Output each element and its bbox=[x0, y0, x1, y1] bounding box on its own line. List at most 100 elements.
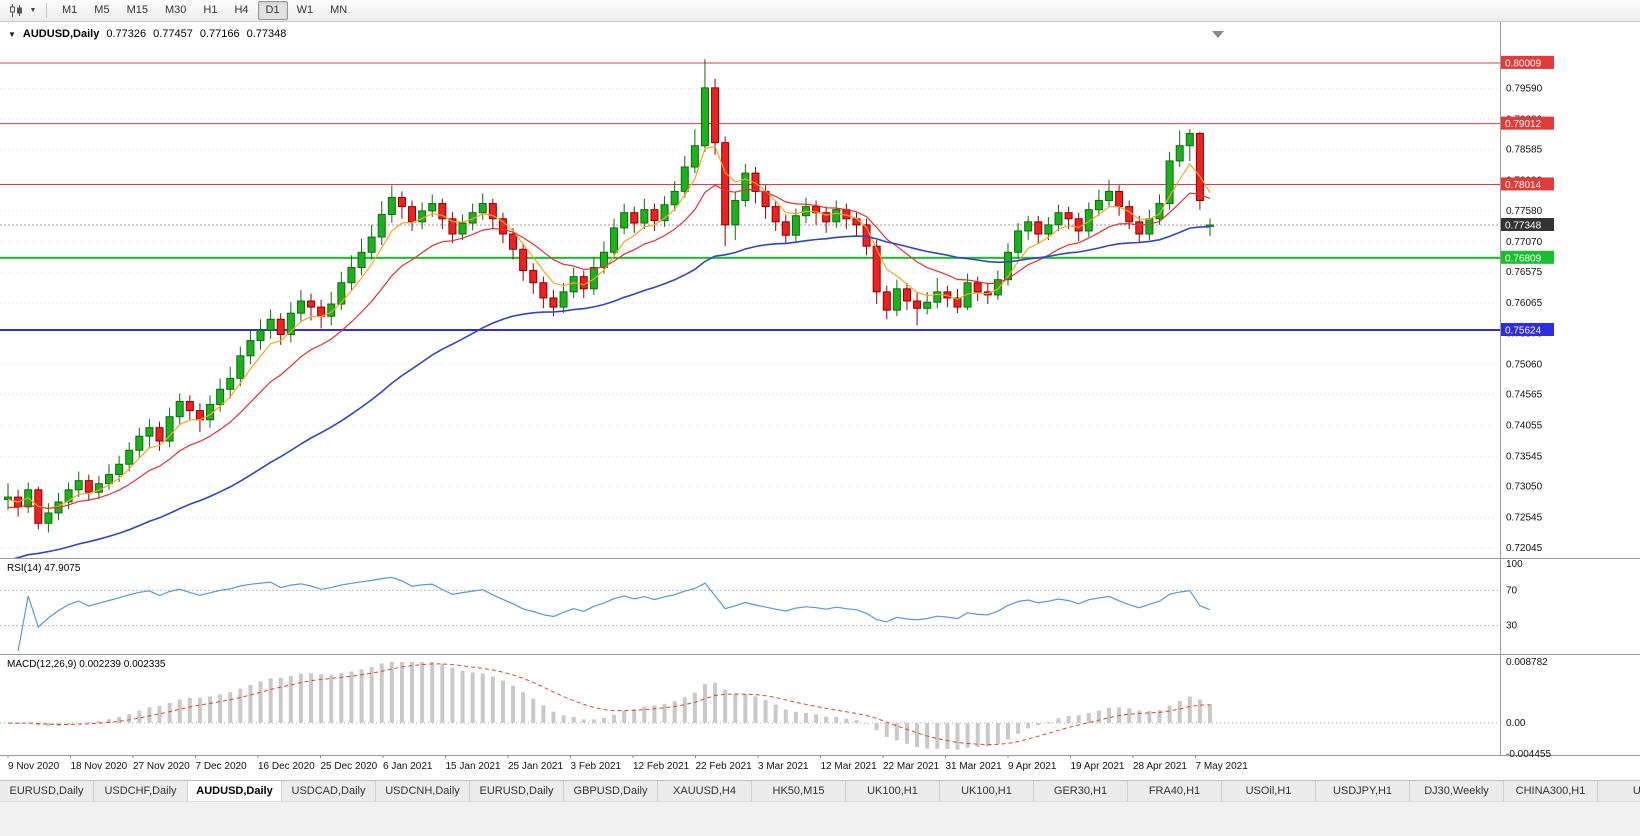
svg-text:31 Mar 2021: 31 Mar 2021 bbox=[946, 761, 1003, 772]
timeframe-button-h1[interactable]: H1 bbox=[203, 4, 218, 16]
candle bbox=[670, 190, 679, 206]
chart-tab-bar: EURUSD,Daily USDCHF,Daily AUDUSD,Daily USDC… bbox=[0, 780, 1640, 801]
candle bbox=[226, 377, 235, 390]
candle bbox=[74, 480, 83, 491]
panel-frames bbox=[0, 22, 1640, 756]
timeframe-toolbar: M1 M5 M15 M30 H1 H4 D1 W1 MN bbox=[54, 1, 355, 20]
chart-shift-marker[interactable] bbox=[1212, 31, 1224, 38]
timeframe-button-m15[interactable]: M15 bbox=[126, 4, 148, 16]
candle bbox=[963, 282, 972, 308]
chart-tab-hk50-m15[interactable]: HK50,M15 bbox=[752, 781, 846, 801]
chart-tab-eurusd-daily[interactable]: EURUSD,Daily bbox=[0, 781, 94, 801]
chart-tab-uk100-h1[interactable]: UK100,H1 bbox=[846, 781, 940, 801]
candle bbox=[519, 248, 528, 272]
svg-text:6 Jan 2021: 6 Jan 2021 bbox=[383, 761, 433, 772]
candle bbox=[438, 203, 447, 220]
chart-tab-usdcad-daily[interactable]: USDCAD,Daily bbox=[282, 781, 376, 801]
candle bbox=[1044, 224, 1053, 235]
timeframe-button-d1[interactable]: D1 bbox=[257, 1, 288, 20]
ma-line-slow bbox=[13, 226, 1211, 558]
svg-text:0.008782: 0.008782 bbox=[1506, 657, 1548, 668]
candle bbox=[276, 318, 285, 335]
svg-text:9 Nov 2020: 9 Nov 2020 bbox=[8, 761, 60, 772]
chart-tab-uk100-h1[interactable]: UK100,H1 bbox=[940, 781, 1034, 801]
chart-tab-fra40-h1[interactable]: FRA40,H1 bbox=[1128, 781, 1222, 801]
timeframe-button-m1[interactable]: M1 bbox=[62, 4, 78, 16]
timeframe-button-m5[interactable]: M5 bbox=[94, 4, 110, 16]
candle bbox=[246, 340, 255, 357]
svg-text:0.00: 0.00 bbox=[1506, 718, 1526, 729]
chart-tab-china300-h1[interactable]: CHINA300,H1 bbox=[1504, 781, 1598, 801]
date-axis[interactable]: 9 Nov 2020 18 Nov 2020 27 Nov 2020 7 Dec 20… bbox=[7, 755, 1248, 772]
chart-region: 0.795900.790800.785850.780800.775800.770… bbox=[0, 22, 1640, 780]
svg-text:12 Mar 2021: 12 Mar 2021 bbox=[821, 761, 878, 772]
toolbar-separator bbox=[46, 3, 47, 18]
candle bbox=[630, 212, 639, 224]
timeframe-button-w1[interactable]: W1 bbox=[296, 4, 314, 16]
chart-tab-xauusd-h4[interactable]: XAUUSD,H4 bbox=[658, 781, 752, 801]
candle bbox=[1094, 200, 1103, 211]
ohlc-high: 0.77457 bbox=[153, 28, 193, 40]
chart-tab-usoil-h1[interactable]: USOil,H1 bbox=[1222, 781, 1316, 801]
candle bbox=[923, 301, 932, 309]
svg-text:0.76809: 0.76809 bbox=[1505, 253, 1542, 264]
svg-text:28 Apr 2021: 28 Apr 2021 bbox=[1133, 761, 1187, 772]
candle bbox=[529, 270, 538, 284]
timeframe-button-m30[interactable]: M30 bbox=[164, 4, 187, 16]
candle bbox=[559, 291, 568, 308]
candle bbox=[498, 218, 507, 235]
candle bbox=[902, 288, 911, 302]
candle bbox=[700, 87, 709, 147]
candle bbox=[448, 218, 457, 235]
chart-tab-usc[interactable]: USC bbox=[1598, 781, 1640, 801]
chart-tab-usdcnh-daily[interactable]: USDCNH,Daily bbox=[376, 781, 470, 801]
candle bbox=[418, 210, 427, 223]
chart-tab-dj30-weekly[interactable]: DJ30,Weekly bbox=[1410, 781, 1504, 801]
chart-tab-usdjpy-h1[interactable]: USDJPY,H1 bbox=[1316, 781, 1410, 801]
rsi-label: RSI(14) 47.9075 bbox=[7, 563, 81, 574]
price-level-badge bbox=[1501, 322, 1554, 336]
chart-type-icon[interactable] bbox=[6, 2, 26, 20]
candle bbox=[296, 300, 305, 314]
candle bbox=[872, 245, 881, 293]
chart-canvas[interactable]: 0.795900.790800.785850.780800.775800.770… bbox=[0, 22, 1640, 780]
price-grid bbox=[0, 87, 1500, 549]
candle bbox=[175, 400, 184, 418]
candle bbox=[549, 297, 558, 308]
ohlc-low: 0.77166 bbox=[199, 28, 240, 40]
svg-text:15 Jan 2021: 15 Jan 2021 bbox=[446, 761, 501, 772]
chart-tab-gbpusd-daily[interactable]: GBPUSD,Daily bbox=[564, 781, 658, 801]
svg-text:27 Nov 2020: 27 Nov 2020 bbox=[133, 761, 190, 772]
candle bbox=[640, 209, 649, 224]
svg-text:0.74565: 0.74565 bbox=[1506, 389, 1543, 400]
timeframe-button-mn[interactable]: MN bbox=[330, 4, 348, 16]
chart-tab-ger30-h1[interactable]: GER30,H1 bbox=[1034, 781, 1128, 801]
svg-text:7 Dec 2020: 7 Dec 2020 bbox=[196, 761, 248, 772]
candle bbox=[569, 276, 578, 293]
chart-tab-usdchf-daily[interactable]: USDCHF,Daily bbox=[94, 781, 188, 801]
price-level-badge bbox=[1501, 116, 1554, 130]
candle bbox=[105, 474, 114, 485]
candle bbox=[155, 427, 164, 442]
candle bbox=[933, 291, 942, 303]
svg-text:0.78585: 0.78585 bbox=[1506, 145, 1543, 156]
candle bbox=[377, 214, 386, 238]
dropdown-arrow-icon[interactable]: ▼ bbox=[29, 7, 37, 14]
svg-text:0.77348: 0.77348 bbox=[1505, 221, 1542, 232]
candle bbox=[680, 166, 689, 192]
candle bbox=[973, 282, 982, 293]
timeframe-button-h4[interactable]: H4 bbox=[234, 4, 249, 16]
svg-text:0.72045: 0.72045 bbox=[1506, 543, 1543, 554]
price-level-badge bbox=[1501, 55, 1554, 69]
candle bbox=[1206, 224, 1214, 227]
price-scale[interactable]: 0.795900.790800.785850.780800.775800.770… bbox=[1501, 55, 1554, 554]
chart-tab-eurusd-daily[interactable]: EURUSD,Daily bbox=[470, 781, 564, 801]
chart-menu-icon[interactable]: ▼ bbox=[8, 30, 16, 39]
svg-text:0.76575: 0.76575 bbox=[1506, 267, 1543, 278]
chart-tab-audusd-daily[interactable]: AUDUSD,Daily bbox=[188, 781, 282, 801]
candle bbox=[913, 300, 922, 309]
candle bbox=[1054, 212, 1063, 226]
svg-text:12 Feb 2021: 12 Feb 2021 bbox=[633, 761, 690, 772]
candle bbox=[721, 142, 730, 226]
candle bbox=[115, 463, 124, 476]
